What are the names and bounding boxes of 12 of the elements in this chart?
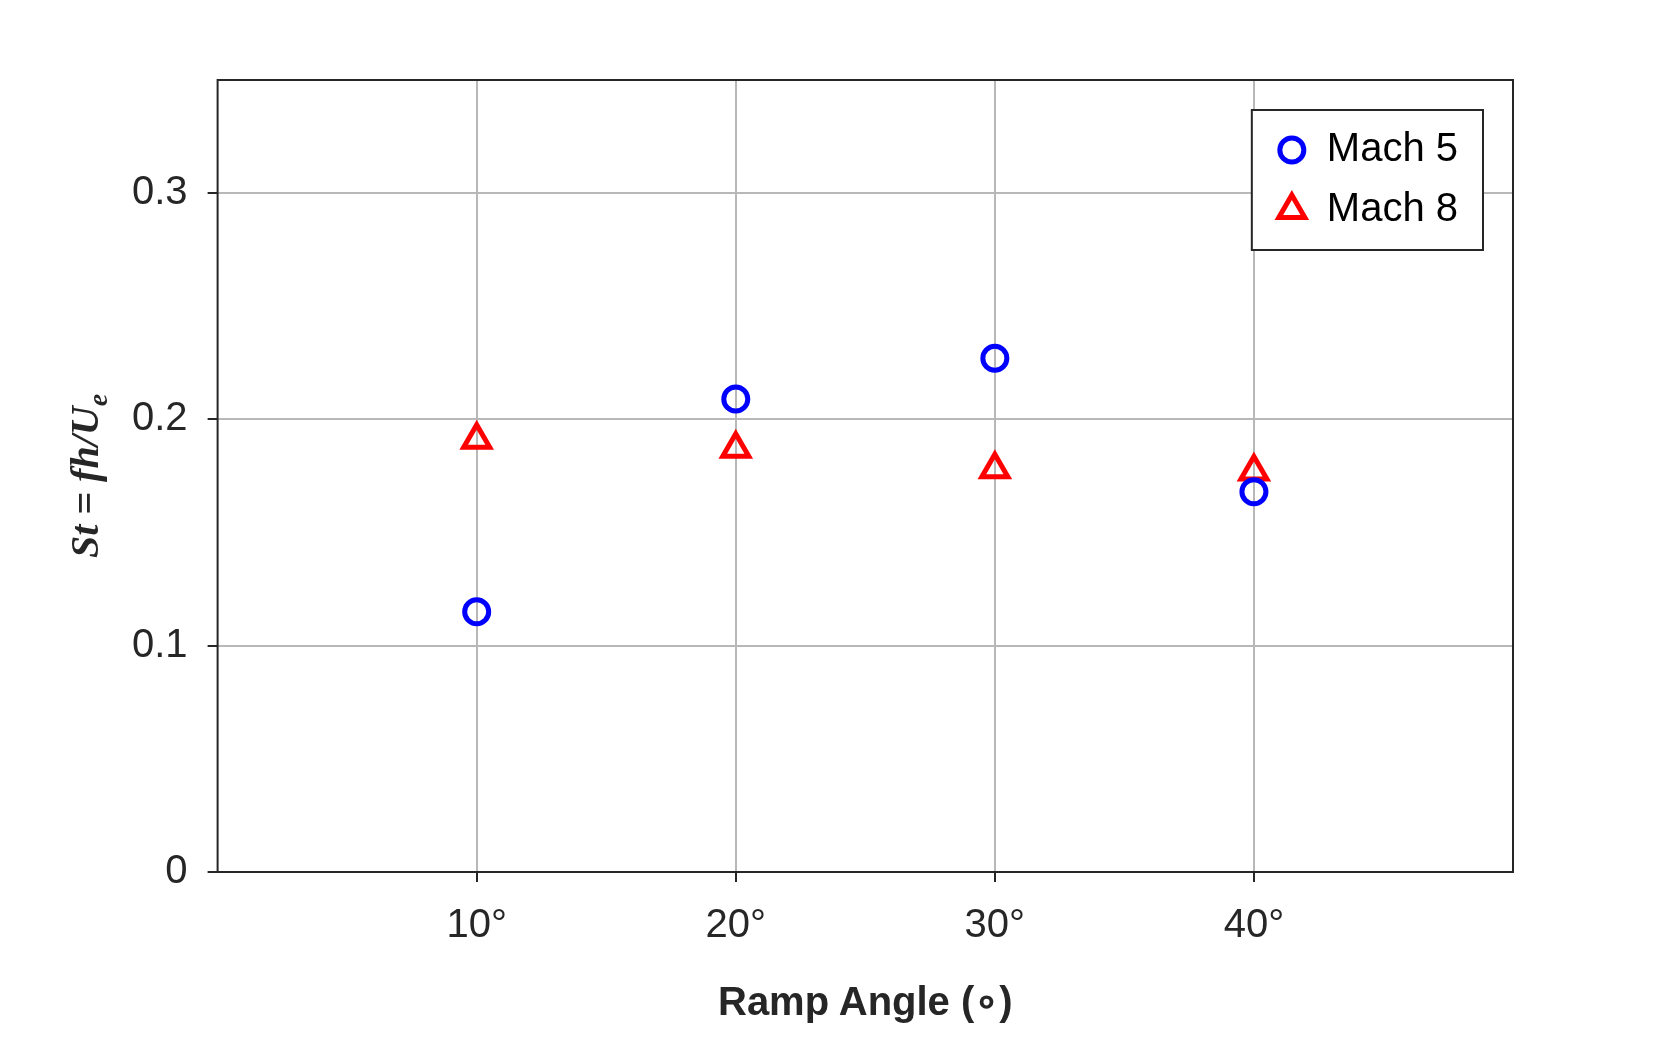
legend-label: Mach 8 [1326, 185, 1458, 230]
x-axis-title: Ramp Angle (∘) [717, 979, 1013, 1024]
x-tick-label: 10° [446, 901, 507, 946]
y-axis-title: St = fh/Ue [62, 393, 114, 559]
y-tick-label: 0.1 [132, 620, 188, 665]
x-tick-label: 40° [1223, 901, 1285, 946]
y-tick-label: 0.2 [132, 394, 188, 439]
x-tick-label: 30° [964, 901, 1026, 946]
y-tick-label: 0.3 [132, 168, 188, 213]
y-tick-label: 0 [165, 847, 188, 892]
legend-label: Mach 5 [1326, 125, 1458, 170]
x-tick-label: 20° [705, 901, 767, 946]
